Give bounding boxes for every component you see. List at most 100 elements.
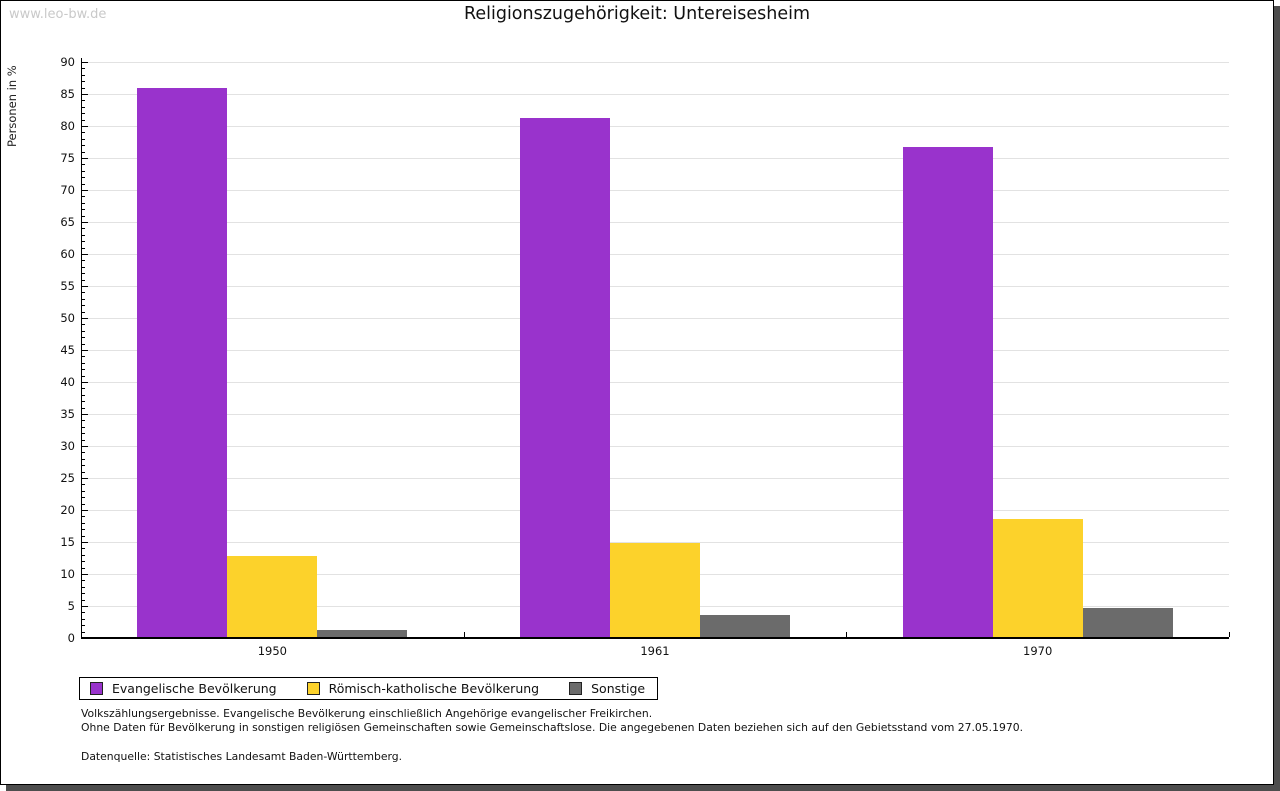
y-tick-64 — [81, 228, 85, 230]
gridline-35 — [81, 413, 1229, 415]
bar-1961-r-misch-katholische-bev-lkerung — [610, 542, 700, 638]
y-tick-24 — [81, 484, 85, 486]
y-tick-45 — [81, 350, 88, 351]
y-tick-90 — [81, 62, 88, 63]
y-tick-43 — [81, 362, 85, 364]
data-source: Datenquelle: Statistisches Landesamt Bad… — [81, 750, 403, 763]
gridline-25 — [81, 477, 1229, 479]
y-tick-26 — [81, 471, 85, 473]
y-tick-63 — [81, 234, 85, 236]
gridline-90 — [81, 61, 1229, 63]
y-tick-89 — [81, 68, 85, 70]
y-tick-67 — [81, 209, 85, 211]
y-tick-32 — [81, 433, 85, 435]
gridline-75 — [81, 157, 1229, 159]
y-tick-3 — [81, 618, 85, 620]
x-category-label-1970: 1970 — [1023, 644, 1053, 658]
x-boundary-tick-1 — [463, 632, 465, 637]
y-tick-65 — [81, 222, 88, 223]
y-tick-46 — [81, 343, 85, 345]
watermark: www.leo-bw.de — [9, 7, 107, 22]
footnote-line-2: Ohne Daten für Bevölkerung in sonstigen … — [81, 721, 1024, 734]
y-tick-66 — [81, 215, 85, 217]
y-tick-55 — [81, 286, 88, 287]
y-tick-74 — [81, 164, 85, 166]
legend-swatch-icon — [90, 682, 103, 695]
y-tick-38 — [81, 394, 85, 396]
y-tick-label-50: 50 — [60, 311, 75, 325]
bar-1950-evangelische-bev-lkerung — [137, 87, 228, 638]
y-tick-42 — [81, 369, 85, 371]
bar-1950-sonstige — [317, 629, 408, 638]
y-tick-1 — [81, 631, 85, 633]
y-tick-20 — [81, 510, 88, 511]
y-tick-2 — [81, 625, 85, 627]
bar-1961-sonstige — [700, 614, 790, 638]
y-tick-54 — [81, 292, 85, 294]
y-tick-37 — [81, 401, 85, 403]
legend-swatch-icon — [569, 682, 583, 695]
x-axis-line — [81, 637, 1229, 639]
page-title: Religionszugehörigkeit: Untereisesheim — [463, 4, 811, 24]
bar-1970-r-misch-katholische-bev-lkerung — [992, 518, 1083, 638]
y-tick-59 — [81, 260, 85, 262]
y-tick-36 — [81, 407, 85, 409]
y-axis-line — [81, 58, 82, 638]
legend-item-sonstige: Sonstige — [569, 681, 645, 696]
y-tick-76 — [81, 151, 85, 153]
x-category-label-1950: 1950 — [257, 644, 287, 658]
gridline-60 — [81, 253, 1229, 255]
y-tick-71 — [81, 183, 85, 185]
y-tick-label-5: 5 — [67, 599, 75, 613]
y-tick-21 — [81, 503, 85, 505]
y-tick-label-80: 80 — [60, 119, 75, 133]
gridline-40 — [81, 381, 1229, 383]
y-tick-72 — [81, 177, 85, 179]
y-tick-label-25: 25 — [60, 471, 75, 485]
y-tick-19 — [81, 516, 85, 518]
y-tick-31 — [81, 439, 85, 441]
y-tick-label-60: 60 — [60, 247, 75, 261]
legend-label: Römisch-katholische Bevölkerung — [328, 681, 540, 696]
y-tick-68 — [81, 202, 85, 204]
y-tick-12 — [81, 561, 85, 563]
y-tick-13 — [81, 554, 85, 556]
y-tick-9 — [81, 580, 85, 582]
y-tick-label-30: 30 — [60, 439, 75, 453]
y-tick-61 — [81, 247, 85, 249]
y-tick-73 — [81, 170, 85, 172]
y-tick-17 — [81, 529, 85, 531]
y-tick-16 — [81, 535, 85, 537]
y-tick-50 — [81, 318, 88, 319]
y-tick-86 — [81, 87, 85, 89]
gridline-55 — [81, 285, 1229, 287]
y-tick-75 — [81, 158, 88, 159]
y-tick-77 — [81, 145, 85, 147]
footnotes: Volkszählungsergebnisse. Evangelische Be… — [81, 707, 1023, 735]
y-tick-label-70: 70 — [60, 183, 75, 197]
y-tick-label-10: 10 — [60, 567, 75, 581]
y-tick-56 — [81, 279, 85, 281]
x-boundary-tick-2 — [846, 632, 848, 637]
gridline-80 — [81, 125, 1229, 127]
y-tick-29 — [81, 452, 85, 454]
y-tick-23 — [81, 490, 85, 492]
y-tick-5 — [81, 606, 88, 607]
gridline-65 — [81, 221, 1229, 223]
y-tick-25 — [81, 478, 88, 479]
y-tick-7 — [81, 593, 85, 595]
y-tick-82 — [81, 113, 85, 115]
y-tick-80 — [81, 126, 88, 127]
y-tick-33 — [81, 426, 85, 428]
y-tick-87 — [81, 81, 85, 83]
y-tick-44 — [81, 356, 85, 358]
y-tick-52 — [81, 305, 85, 307]
y-tick-label-35: 35 — [60, 407, 75, 421]
x-boundary-tick-3 — [1229, 632, 1230, 637]
y-tick-10 — [81, 574, 88, 575]
y-tick-label-0: 0 — [67, 631, 75, 645]
x-category-label-1961: 1961 — [640, 644, 670, 658]
y-tick-88 — [81, 74, 85, 76]
